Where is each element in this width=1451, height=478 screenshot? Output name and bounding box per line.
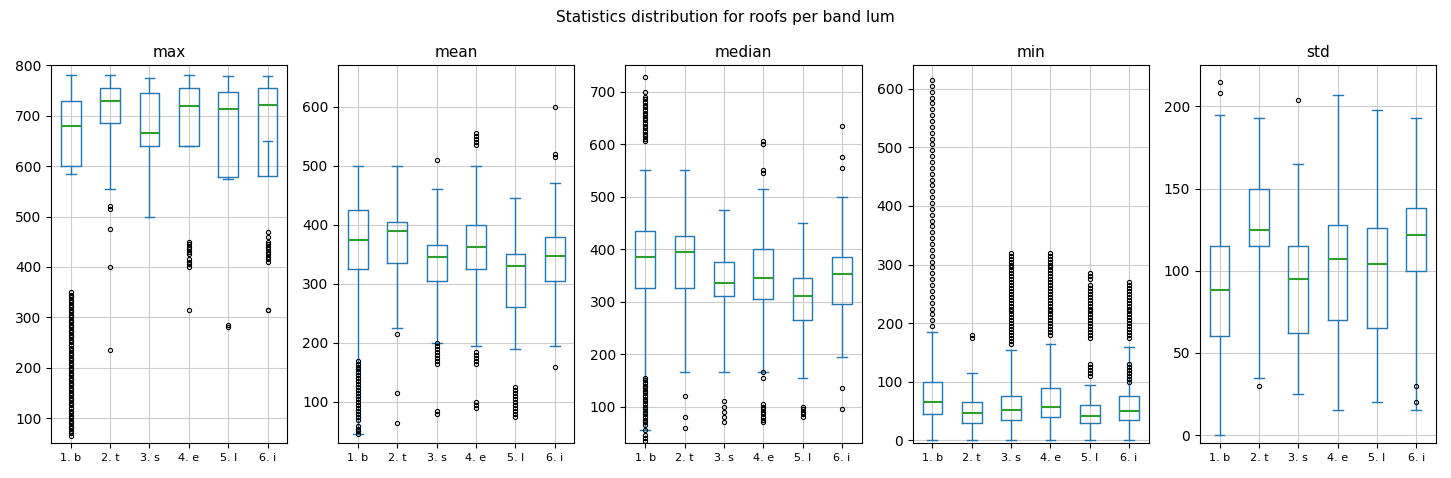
Text: Statistics distribution for roofs per band lum: Statistics distribution for roofs per ba… [556,10,895,24]
Title: std: std [1306,45,1329,60]
Title: min: min [1016,45,1045,60]
Title: median: median [715,45,772,60]
Title: max: max [152,45,186,60]
Title: mean: mean [435,45,477,60]
